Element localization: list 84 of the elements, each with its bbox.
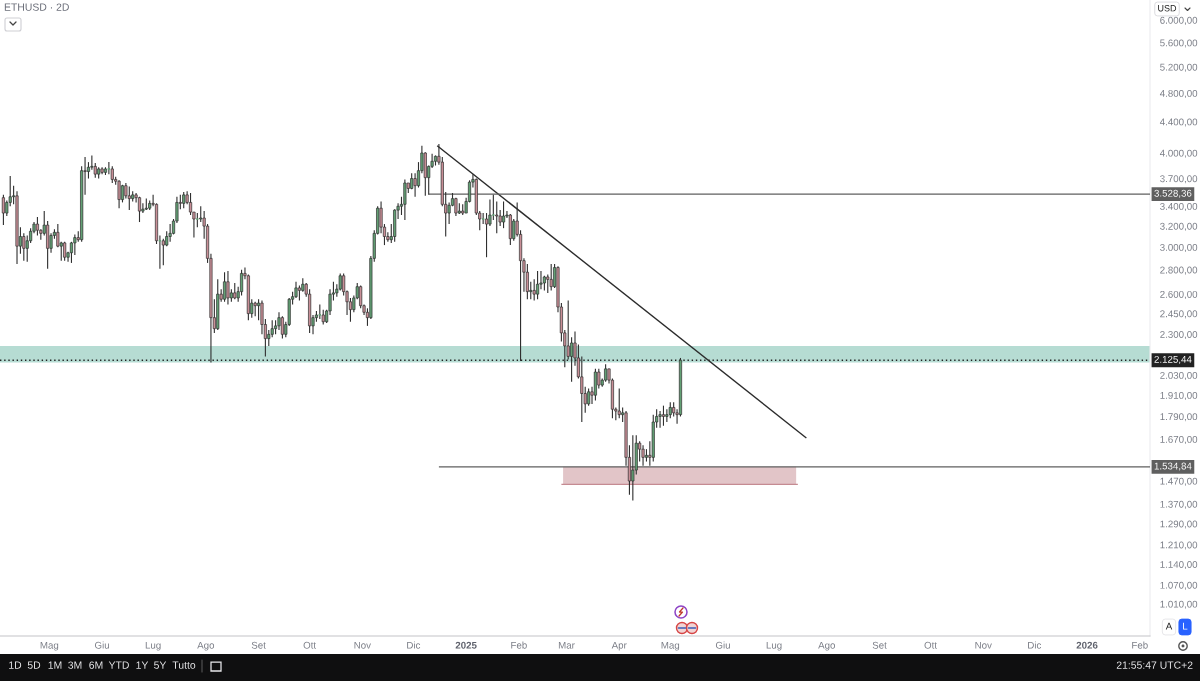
x-tick-label: Lug	[766, 641, 782, 651]
y-tick-label: 1.670,00	[1160, 435, 1198, 444]
x-tick-label: Feb	[1132, 641, 1148, 649]
y-tick-label: 4.800,00	[1159, 89, 1198, 99]
text: L	[1183, 622, 1188, 630]
x-tick-label: 2025	[455, 641, 477, 649]
y-tick-label: 1.070,00	[1160, 581, 1198, 590]
text: 1D	[9, 661, 22, 669]
text: 3M	[68, 661, 82, 669]
x-tick-label: 2026	[1076, 641, 1098, 649]
y-tick-label: 2.030,00	[1160, 371, 1198, 381]
y-tick-label: 4.400,00	[1159, 118, 1198, 127]
x-tick-label: Giu	[715, 641, 730, 649]
candlestick	[485, 212, 489, 258]
text: 5Y	[154, 661, 167, 669]
text: 1Y	[136, 661, 149, 669]
ref-line-label: 2.125,44	[1154, 355, 1192, 364]
candlestick	[1, 194, 5, 226]
y-tick-label: 1.140,00	[1160, 561, 1198, 570]
text: 6M	[89, 661, 103, 669]
y-tick-label: 5.600,00	[1160, 39, 1198, 48]
x-tick-label: Mag	[661, 641, 680, 651]
candlestick	[161, 238, 165, 266]
x-tick-label: Mar	[558, 641, 575, 649]
candlestick	[223, 271, 227, 303]
y-tick-label: 1.470,00	[1160, 477, 1198, 486]
text: A	[1165, 622, 1173, 630]
x-tick-label: Nov	[975, 641, 992, 649]
x-tick-label: Apr	[611, 641, 627, 651]
x-tick-label: Mag	[40, 641, 59, 651]
text: Tutto	[172, 661, 196, 669]
candlestick	[137, 196, 142, 223]
y-tick-label: 3.000,00	[1160, 243, 1198, 253]
y-tick-label: 3.200,00	[1160, 222, 1198, 231]
candlestick	[536, 270, 540, 300]
x-tick-label: Giu	[95, 641, 109, 649]
data-label: 3.528,36	[1154, 189, 1192, 198]
y-tick-label: 6.000,00	[1160, 16, 1198, 25]
x-tick-label: Ott	[924, 641, 937, 649]
x-tick-label: Dic	[407, 641, 421, 649]
text: 1M	[48, 661, 62, 669]
candlestick	[549, 263, 553, 291]
candlestick	[661, 405, 665, 427]
x-tick-label: Set	[872, 641, 887, 649]
y-tick-label: 2.300,00	[1160, 331, 1198, 340]
y-tick-label: 1.370,00	[1160, 500, 1198, 509]
x-tick-label: Feb	[511, 641, 527, 649]
text: USD	[1158, 5, 1177, 12]
y-tick-label: 1.210,00	[1160, 541, 1198, 550]
y-tick-label: 1.290,00	[1160, 520, 1198, 529]
candlestick	[658, 410, 662, 429]
y-tick-label: 1.790,00	[1160, 413, 1198, 422]
data-label: 1.534,84	[1154, 462, 1192, 471]
candlestick	[127, 186, 131, 211]
candlestick	[502, 200, 506, 229]
y-tick-label: 1.010,00	[1160, 600, 1198, 609]
candlestick	[257, 298, 261, 321]
y-tick-label: 5.200,00	[1160, 63, 1198, 72]
candlestick	[508, 213, 512, 246]
text: YTD	[108, 661, 129, 669]
x-tick-label: Lug	[145, 641, 161, 651]
chart-title: ETHUSD · 2D	[4, 3, 69, 11]
x-tick-label: Nov	[354, 641, 371, 649]
y-tick-label: 3.400,00	[1160, 202, 1198, 212]
x-tick-label: Set	[251, 641, 266, 649]
candlestick	[117, 179, 121, 209]
x-tick-label: Ago	[197, 641, 215, 651]
y-tick-label: 3.700,00	[1160, 175, 1198, 184]
y-tick-label: 2.600,00	[1160, 290, 1198, 299]
text: 5D	[27, 661, 41, 669]
candlestick	[168, 223, 172, 243]
candlestick	[280, 315, 284, 340]
y-tick-label: 1.910,00	[1160, 391, 1198, 400]
y-tick-label: 2.450,00	[1160, 310, 1198, 319]
candlestick	[580, 355, 584, 423]
candlestick	[593, 368, 597, 401]
candlestick	[73, 233, 77, 256]
x-tick-label: Dic	[1028, 641, 1042, 649]
x-tick-label: Ott	[303, 641, 317, 649]
candlestick	[447, 201, 451, 225]
y-tick-label: 2.800,00	[1160, 266, 1198, 275]
y-tick-label: 4.000,00	[1159, 149, 1198, 158]
text: 21:55:47 UTC+2	[1116, 661, 1193, 669]
x-tick-label: Ago	[818, 641, 836, 651]
